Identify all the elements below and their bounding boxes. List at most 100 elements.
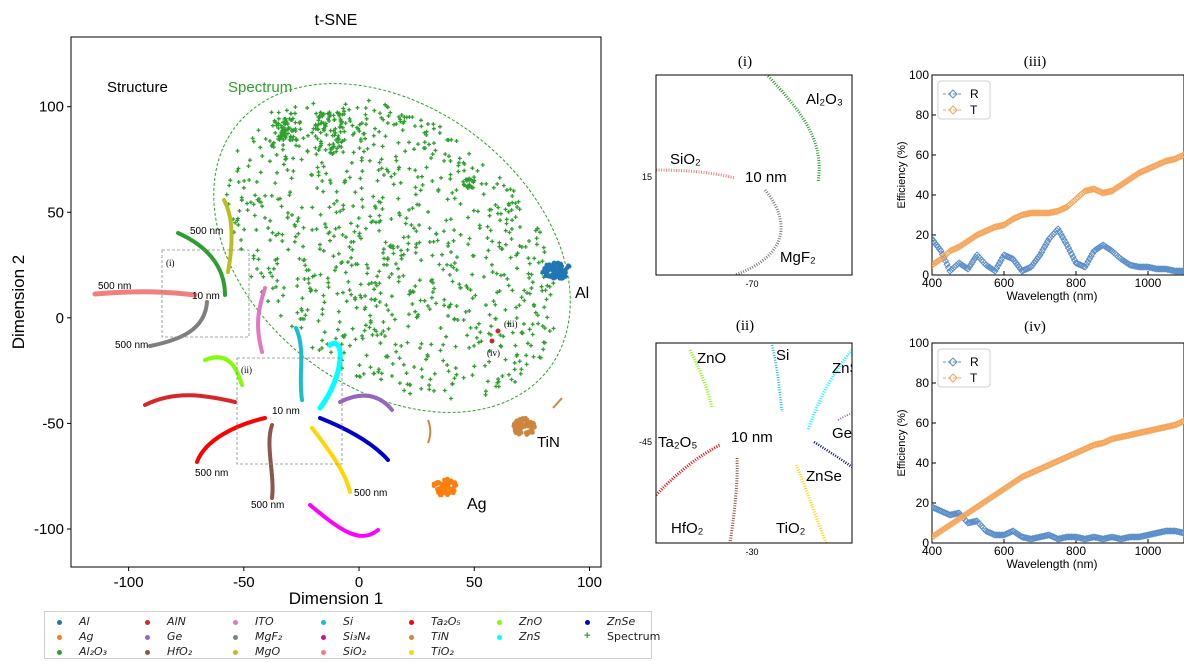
spectrum-point <box>263 193 268 198</box>
spectrum-point <box>442 388 447 393</box>
spectrum-point <box>544 297 549 302</box>
spectrum-point <box>499 247 504 252</box>
spectrum-point <box>396 275 401 280</box>
ito-curve <box>256 286 267 354</box>
spectrum-point <box>427 240 432 245</box>
spectrum-point <box>361 149 366 154</box>
panel-ii-ge <box>837 412 852 421</box>
spectrum-point <box>396 266 401 271</box>
legend-label: TiN <box>431 630 450 643</box>
spectrum-point <box>541 340 546 345</box>
spectrum-point <box>325 276 330 281</box>
si-curve <box>294 326 304 402</box>
spectrum-point <box>431 141 436 146</box>
spectrum-point <box>250 136 255 141</box>
spectrum-point <box>293 120 298 125</box>
spectrum-point <box>380 195 385 200</box>
spectrum-point <box>532 256 537 261</box>
spectrum-point <box>400 128 405 133</box>
spectrum-point <box>350 247 355 252</box>
spectrum-point <box>377 299 382 304</box>
spectrum-point <box>280 147 285 152</box>
spectrum-point <box>529 286 534 291</box>
spectrum-point <box>320 312 325 317</box>
spectrum-point <box>323 147 328 152</box>
spectrum-point <box>441 229 446 234</box>
spectrum-point <box>318 212 323 217</box>
spectrum-point <box>347 244 352 249</box>
spectrum-point <box>508 187 513 192</box>
eff-point-R <box>1064 244 1073 252</box>
spectrum-point <box>526 256 531 261</box>
spectrum-point <box>270 274 275 279</box>
legend-marker <box>233 635 238 640</box>
spectrum-point <box>425 303 430 308</box>
label-pt-iii: (iii) <box>504 319 518 329</box>
spectrum-point <box>355 262 360 267</box>
spectrum-point <box>403 149 408 154</box>
spectrum-point <box>283 154 288 159</box>
spectrum-point <box>497 175 502 180</box>
spectrum-point <box>521 321 526 326</box>
spectrum-point <box>364 262 369 267</box>
spectrum-point <box>404 216 409 221</box>
spectrum-point <box>285 211 290 216</box>
spectrum-point <box>419 124 424 129</box>
spectrum-point <box>431 239 436 244</box>
legend-label: ITO <box>255 615 274 628</box>
panel-ii-content: ZnO Si ZnS Ta₂O₅ Ge ZnSe HfO₂ TiO₂ 10 nm <box>656 344 852 543</box>
eff-point-R <box>1043 531 1052 539</box>
spectrum-point <box>470 185 475 190</box>
eff-point-R <box>1178 529 1184 537</box>
point-iv <box>489 338 495 344</box>
spectrum-point <box>354 305 359 310</box>
spectrum-point <box>341 106 346 111</box>
spectrum-point <box>347 288 352 293</box>
spectrum-point <box>347 343 352 348</box>
spectrum-point <box>462 168 467 173</box>
main-ytick-label: -50 <box>42 415 64 432</box>
spectrum-point <box>369 280 374 285</box>
eff-point-R <box>1028 261 1037 269</box>
cluster-point <box>559 265 564 270</box>
spectrum-point <box>490 239 495 244</box>
spectrum-point <box>431 126 436 131</box>
panel-ii-zno-label: ZnO <box>697 350 726 367</box>
eff-point-R <box>952 510 960 518</box>
spectrum-point <box>334 210 339 215</box>
spectrum-point <box>335 110 340 115</box>
spectrum-point <box>301 225 306 230</box>
spectrum-point <box>301 244 306 249</box>
mgo-curve <box>222 198 234 274</box>
spectrum-point <box>465 333 470 338</box>
spectrum-point <box>332 117 337 122</box>
spectrum-point <box>430 290 435 295</box>
spectrum-point <box>440 252 445 257</box>
spectrum-point <box>295 219 300 224</box>
spectrum-point <box>310 274 315 279</box>
spectrum-point <box>430 179 435 184</box>
spectrum-point <box>347 116 352 121</box>
cluster-point <box>440 482 445 488</box>
spectrum-point <box>358 139 363 144</box>
spectrum-point <box>448 217 453 222</box>
spectrum-point <box>274 152 279 157</box>
spectrum-point <box>413 284 418 289</box>
spectrum-point <box>430 253 435 258</box>
spectrum-point <box>461 375 466 380</box>
legend-marker <box>57 635 62 640</box>
spectrum-point <box>303 263 308 268</box>
spectrum-point <box>476 340 481 345</box>
eff-point-R <box>1040 243 1049 251</box>
spectrum-point <box>470 296 475 301</box>
spectrum-point <box>270 141 275 146</box>
spectrum-point <box>281 285 286 290</box>
spectrum-point <box>242 178 247 183</box>
eff-point-T <box>953 244 962 252</box>
panel-i-mgf2 <box>734 189 783 275</box>
main-xlabel: Dimension 1 <box>289 589 384 608</box>
spectrum-point <box>246 164 251 169</box>
spectrum-point <box>384 167 389 172</box>
eff-ytick-label: 80 <box>916 376 930 390</box>
eff-legend-marker <box>948 105 958 115</box>
